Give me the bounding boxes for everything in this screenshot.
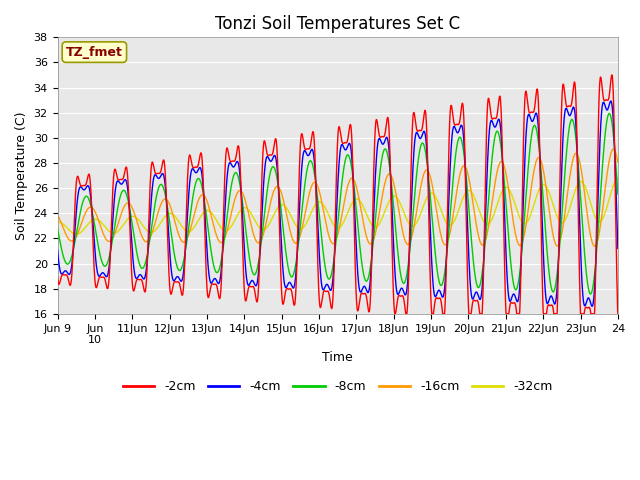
Text: TZ_fmet: TZ_fmet [66, 46, 123, 59]
Title: Tonzi Soil Temperatures Set C: Tonzi Soil Temperatures Set C [215, 15, 460, 33]
Y-axis label: Soil Temperature (C): Soil Temperature (C) [15, 111, 28, 240]
X-axis label: Time: Time [323, 351, 353, 364]
Legend: -2cm, -4cm, -8cm, -16cm, -32cm: -2cm, -4cm, -8cm, -16cm, -32cm [118, 375, 557, 398]
